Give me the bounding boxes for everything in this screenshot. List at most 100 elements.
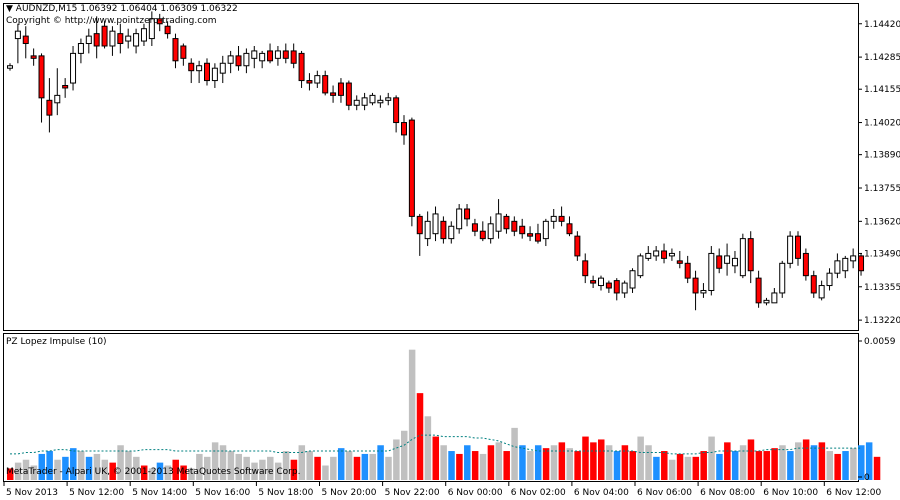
candle: [85, 28, 92, 54]
price-tick-label: 1.13490: [864, 249, 900, 259]
candle: [668, 248, 675, 261]
candle: [101, 21, 108, 49]
candle: [448, 221, 455, 244]
impulse-bar: [771, 448, 778, 480]
impulse-bar: [574, 451, 581, 480]
impulse-bar: [448, 451, 455, 480]
impulse-bar: [858, 445, 865, 480]
candle: [787, 231, 794, 269]
candle: [235, 45, 242, 71]
candle: [850, 248, 857, 269]
impulse-bar: [511, 427, 518, 480]
impulse-bar: [77, 451, 85, 480]
impulse-bar: [739, 445, 747, 480]
price-tick-label: 1.13220: [864, 316, 900, 326]
time-axis: 5 Nov 2013 5 Nov 12:00 5 Nov 14:00 5 Nov 16…: [3, 482, 882, 498]
impulse-bar: [810, 445, 818, 480]
candle: [416, 213, 423, 256]
impulse-bar: [605, 445, 613, 480]
impulse-bar: [235, 453, 243, 480]
candle: [70, 45, 77, 91]
impulse-bar: [282, 451, 290, 480]
impulse-bar: [361, 453, 369, 480]
impulse-bar: [873, 456, 881, 480]
candle: [282, 43, 289, 64]
candle: [172, 33, 179, 69]
candle: [30, 48, 37, 66]
candle: [93, 16, 100, 59]
candle: [653, 246, 660, 261]
impulse-bar: [22, 459, 30, 480]
price-tick-label: 1.14285: [864, 53, 900, 63]
time-tick-label: 5 Nov 16:00: [195, 488, 250, 498]
candle: [479, 221, 486, 242]
candle: [54, 68, 61, 116]
impulse-bar: [629, 451, 637, 480]
candle: [739, 233, 746, 279]
candle: [708, 246, 715, 296]
candle: [487, 216, 494, 244]
candle: [810, 270, 817, 298]
candle: [692, 270, 699, 311]
indicator-tick-label: 0.0059: [864, 337, 896, 347]
candle: [456, 204, 463, 234]
impulse-bar: [369, 453, 376, 480]
impulse-bar: [101, 459, 109, 480]
dropdown-triangle-icon[interactable]: ▼: [6, 4, 13, 14]
impulse-bar: [621, 445, 629, 480]
impulse-bar: [668, 459, 676, 480]
impulse-histogram: [7, 349, 881, 480]
impulse-bar: [834, 453, 841, 480]
impulse-bar: [70, 448, 77, 480]
candle: [393, 95, 400, 133]
candle: [401, 115, 407, 145]
candle: [676, 250, 683, 269]
impulse-bar: [842, 451, 849, 480]
impulse-bar: [330, 456, 337, 480]
symbol-line: AUDNZD,M15 1.06392 1.06404 1.06309 1.063…: [15, 4, 238, 14]
candle: [290, 43, 297, 69]
candle: [755, 270, 762, 308]
candle: [251, 45, 258, 69]
impulse-signal-line: [10, 434, 861, 455]
impulse-bar: [550, 445, 558, 480]
candle: [818, 280, 825, 301]
platform-watermark: MetaTrader - Alpari UK, © 2001-2013 Meta…: [6, 467, 301, 477]
candle: [125, 28, 132, 49]
impulse-bar: [54, 459, 61, 480]
candle: [345, 80, 352, 111]
impulse-bar: [440, 445, 447, 480]
candle: [779, 260, 786, 298]
impulse-bar: [582, 436, 589, 480]
impulse-bar: [337, 448, 345, 480]
impulse-bar: [818, 442, 826, 480]
impulse-bar: [464, 445, 471, 480]
candle: [629, 268, 636, 293]
symbol-header[interactable]: ▼ AUDNZD,M15 1.06392 1.06404 1.06309 1.0…: [6, 4, 238, 15]
candle: [802, 248, 809, 281]
impulse-bar: [826, 451, 834, 480]
impulse-bar: [85, 456, 93, 480]
impulse-bar: [243, 456, 250, 480]
candle: [219, 55, 226, 84]
impulse-bar: [487, 445, 495, 480]
time-tick-label: 6 Nov 04:00: [574, 488, 629, 498]
price-tick-label: 1.13755: [864, 184, 900, 194]
candle: [598, 275, 604, 291]
impulse-bar: [661, 451, 668, 480]
impulse-bar: [393, 439, 400, 480]
candle: [62, 78, 69, 98]
price-tick-label: 1.13355: [864, 283, 900, 293]
impulse-bar: [692, 456, 700, 480]
copyright-text: Copyright © http://www.pointzero-trading…: [6, 16, 217, 26]
impulse-bar: [527, 451, 534, 480]
candle: [621, 280, 628, 298]
impulse-bar: [416, 393, 424, 480]
impulse-bar: [731, 451, 739, 480]
indicator-title[interactable]: PZ Lopez Impulse (10): [6, 337, 107, 347]
impulse-bar: [590, 442, 597, 480]
impulse-bar: [140, 465, 148, 480]
impulse-bar: [322, 465, 329, 480]
